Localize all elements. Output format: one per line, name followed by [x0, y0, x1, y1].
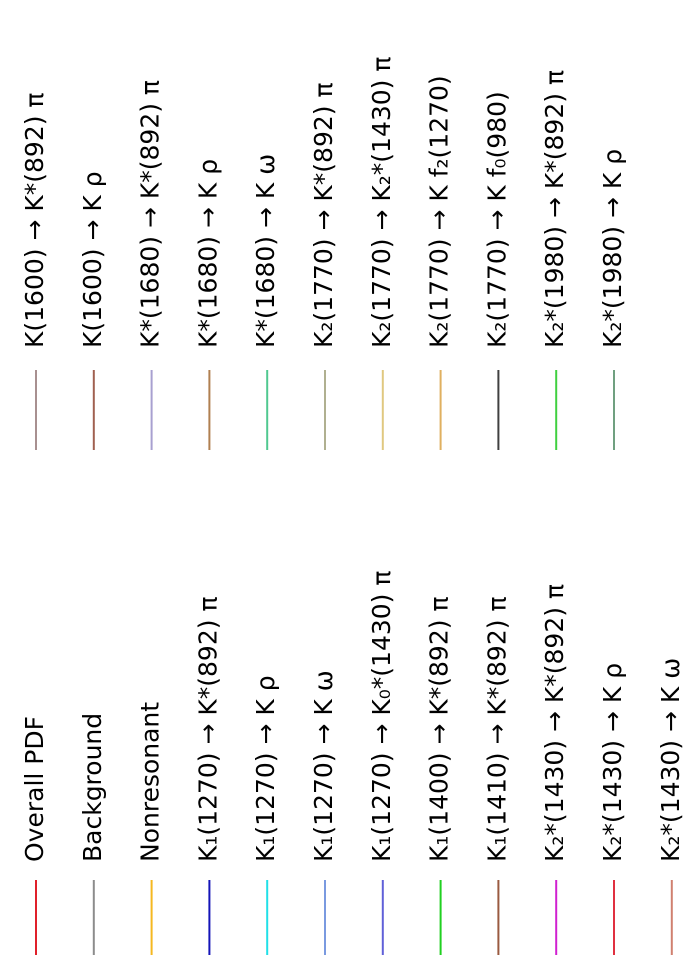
legend-label: K(1600) → K ρ: [78, 171, 107, 348]
legend-label: Nonresonant: [136, 702, 165, 862]
legend-label: K*(1680) → K ρ: [193, 159, 222, 348]
legend-label: K(1600) → K*(892) π: [20, 93, 49, 348]
legend-label: K₂(1770) → K f₀(980): [482, 91, 511, 348]
legend-label: K*(1680) → K*(892) π: [136, 80, 165, 348]
legend-label: K*(1680) → K ω: [251, 154, 280, 348]
legend-label: K₁(1270) → K ρ: [251, 675, 280, 862]
legend-label: K₂*(1430) → K*(892) π: [540, 584, 569, 862]
legend-label: K₁(1270) → K ω: [309, 670, 338, 862]
legend-label: K₂*(1430) → K ρ: [598, 663, 627, 862]
legend-label: K₂*(1980) → K ρ: [598, 149, 627, 348]
legend-label: Overall PDF: [20, 716, 49, 862]
legend-label: K₂(1770) → K₂*(1430) π: [367, 57, 396, 348]
legend-label: Background: [78, 713, 107, 862]
legend-label: K₂(1770) → K f₂(1270): [425, 75, 454, 348]
legend-label: K₂*(1430) → K ω: [656, 658, 685, 862]
legend-label: K₁(1400) → K*(892) π: [425, 596, 454, 862]
legend-label: K₂*(1980) → K*(892) π: [540, 70, 569, 348]
legend-label: K₂(1770) → K*(892) π: [309, 82, 338, 348]
legend-label: K₁(1270) → K*(892) π: [193, 596, 222, 862]
legend-label: K₁(1410) → K*(892) π: [482, 596, 511, 862]
legend-label: K₁(1270) → K₀*(1430) π: [367, 571, 396, 862]
